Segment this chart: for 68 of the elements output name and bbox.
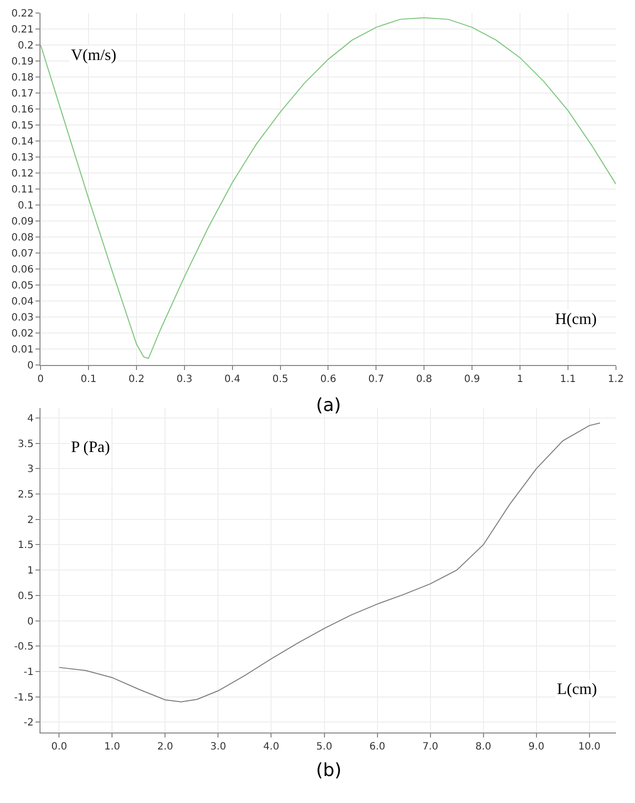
y-tick-label: 0.05 bbox=[11, 280, 34, 292]
line-series bbox=[40, 17, 616, 359]
y-tick-label: 0.07 bbox=[11, 248, 34, 260]
x-tick-label: 0.1 bbox=[80, 374, 96, 385]
x-tick-label: 0.9 bbox=[464, 374, 480, 385]
y-tick-label: 0.5 bbox=[18, 590, 34, 602]
x-tick-label: 5.0 bbox=[316, 741, 332, 752]
y-tick-label: -1 bbox=[24, 667, 34, 678]
y-tick-label: 0.19 bbox=[11, 56, 34, 68]
y-tick-label: 0.03 bbox=[11, 312, 34, 324]
x-tick-label: 8.0 bbox=[475, 741, 492, 752]
x-axis-title: H(cm) bbox=[555, 311, 597, 328]
x-tick-label: 0.2 bbox=[128, 374, 144, 385]
y-axis-title: P (Pa) bbox=[71, 439, 110, 456]
y-tick-label: 0.04 bbox=[11, 296, 34, 308]
x-tick-label: 9.0 bbox=[528, 741, 544, 752]
x-tick-label: 3.0 bbox=[210, 741, 226, 752]
y-tick-label: 3 bbox=[27, 464, 34, 476]
x-tick-label: 0 bbox=[37, 374, 44, 385]
y-tick-label: -1.5 bbox=[14, 692, 34, 704]
y-tick-label: 2 bbox=[27, 514, 34, 526]
x-axis-title: L(cm) bbox=[557, 681, 597, 698]
x-tick-label: 1.2 bbox=[608, 374, 624, 385]
x-tick-label: 1.0 bbox=[104, 741, 120, 752]
x-tick-label: 0.6 bbox=[320, 374, 336, 385]
y-tick-label: 0.22 bbox=[11, 8, 34, 20]
y-tick-label: -2 bbox=[24, 718, 34, 729]
y-tick-label: 4 bbox=[27, 413, 34, 424]
y-tick-label: -0.5 bbox=[14, 642, 34, 653]
y-tick-label: 0.08 bbox=[11, 232, 34, 244]
annotation: (a) bbox=[316, 395, 342, 416]
x-tick-label: 2.0 bbox=[157, 741, 174, 752]
y-tick-label: 0.15 bbox=[11, 120, 34, 132]
y-tick-label: 0.11 bbox=[11, 184, 34, 196]
x-tick-label: 1 bbox=[516, 374, 524, 385]
x-tick-label: 0.5 bbox=[272, 374, 288, 385]
x-tick-label: 0.4 bbox=[224, 374, 240, 385]
x-tick-label: 1.1 bbox=[560, 374, 576, 385]
y-tick-label: 0.06 bbox=[11, 264, 34, 276]
y-axis-title: V(m/s) bbox=[71, 47, 116, 64]
y-tick-label: 0 bbox=[27, 616, 34, 628]
y-tick-label: 1 bbox=[27, 566, 34, 577]
x-tick-label: 0.7 bbox=[368, 374, 384, 385]
y-tick-label: 2.5 bbox=[18, 490, 34, 501]
x-tick-label: 7.0 bbox=[422, 741, 438, 752]
y-tick-label: 0.17 bbox=[11, 88, 34, 100]
y-tick-label: 0.16 bbox=[11, 104, 34, 116]
x-tick-label: 4.0 bbox=[263, 741, 280, 752]
y-tick-label: 0.1 bbox=[18, 200, 34, 212]
y-tick-label: 1.5 bbox=[18, 540, 34, 552]
x-tick-label: 0.3 bbox=[176, 374, 192, 385]
y-tick-label: 0 bbox=[27, 360, 34, 372]
x-tick-label: 0.0 bbox=[51, 741, 68, 752]
y-tick-label: 0.12 bbox=[11, 168, 34, 180]
y-tick-label: 0.01 bbox=[11, 344, 34, 356]
x-tick-label: 0.8 bbox=[416, 374, 432, 385]
y-tick-label: 0.13 bbox=[11, 152, 34, 164]
y-tick-label: 0.18 bbox=[11, 72, 34, 84]
x-tick-label: 10.0 bbox=[578, 741, 601, 752]
x-tick-label: 6.0 bbox=[369, 741, 386, 752]
line-series bbox=[58, 422, 600, 702]
y-tick-label: 0.09 bbox=[11, 216, 34, 228]
y-tick-label: 0.02 bbox=[11, 328, 34, 340]
y-tick-label: 0.2 bbox=[18, 40, 34, 52]
text: (b) bbox=[316, 760, 342, 781]
y-tick-label: 3.5 bbox=[18, 438, 34, 450]
y-tick-label: 0.14 bbox=[11, 136, 34, 148]
y-tick-label: 0.21 bbox=[11, 24, 34, 36]
